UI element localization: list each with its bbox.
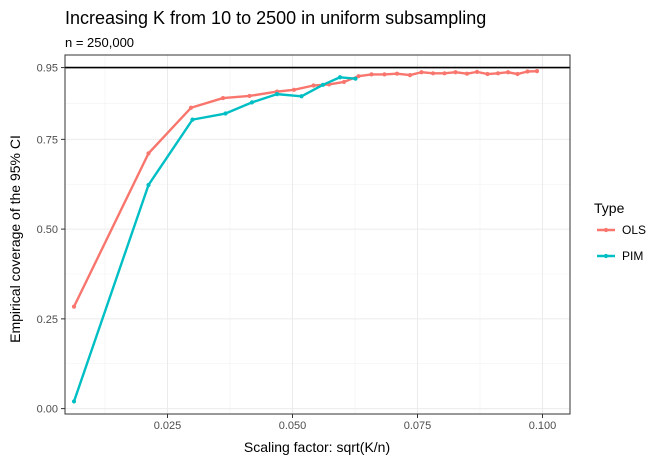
data-point-pim	[337, 75, 343, 80]
data-point-pim	[299, 94, 304, 99]
data-point-ols	[442, 71, 447, 76]
data-point-ols	[382, 72, 387, 77]
data-point-pim	[71, 399, 77, 404]
data-point-ols	[341, 79, 347, 85]
x-axis: 0.025 0.050 0.075 0.100	[154, 414, 557, 432]
data-point-pim	[249, 100, 255, 105]
data-point-pim	[190, 117, 195, 122]
data-point-pim	[274, 92, 280, 97]
data-point-ols	[291, 87, 297, 92]
series-layer	[71, 69, 540, 404]
data-point-ols	[495, 71, 501, 76]
chart-title: Increasing K from 10 to 2500 in uniform …	[65, 8, 486, 28]
legend-label-ols: OLS	[622, 223, 646, 237]
data-point-ols	[515, 71, 520, 77]
legend: Type OLS PIM	[594, 200, 646, 263]
legend-items: OLS PIM	[597, 223, 646, 263]
x-tick-label: 0.100	[529, 420, 557, 432]
y-tick-label: 0.25	[37, 314, 58, 326]
data-point-ols	[464, 71, 470, 76]
legend-item-ols: OLS	[597, 223, 646, 237]
panel-background	[65, 55, 570, 414]
data-point-ols	[146, 151, 151, 156]
data-point-ols	[525, 69, 530, 74]
legend-label-pim: PIM	[622, 249, 643, 263]
legend-item-pim: PIM	[597, 249, 643, 263]
data-point-ols	[71, 304, 77, 309]
legend-key-point-pim	[603, 253, 609, 259]
data-point-ols	[430, 71, 436, 76]
data-point-pim	[353, 76, 358, 81]
series-ols	[71, 69, 540, 309]
data-point-ols	[419, 70, 424, 75]
y-axis: 0.00 0.25 0.50 0.75 0.95	[37, 63, 65, 416]
plot-panel	[64, 54, 571, 415]
data-point-ols	[356, 74, 361, 79]
data-point-pim	[146, 182, 151, 188]
x-tick-label: 0.075	[404, 420, 432, 432]
data-point-ols	[188, 105, 194, 110]
data-point-ols	[394, 71, 400, 76]
data-point-ols	[311, 83, 316, 88]
data-point-ols	[453, 70, 458, 75]
legend-key-point-ols	[603, 227, 609, 233]
data-point-pim	[223, 111, 228, 116]
data-point-ols	[369, 72, 374, 77]
y-axis-title: Empirical coverage of the 95% CI	[7, 135, 23, 343]
y-tick-label: 0.95	[37, 63, 58, 75]
data-point-ols	[407, 73, 413, 78]
x-tick-label: 0.050	[279, 420, 307, 432]
y-tick-label: 0.50	[37, 224, 58, 236]
series-pim	[71, 75, 358, 404]
data-point-ols	[474, 69, 480, 74]
data-point-ols	[247, 93, 252, 99]
data-point-ols	[485, 71, 490, 77]
data-point-pim	[320, 82, 326, 87]
x-axis-title: Scaling factor: sqrt(K/n)	[244, 439, 390, 455]
data-point-ols	[505, 70, 511, 75]
series-line-pim	[72, 76, 356, 402]
legend-title: Type	[594, 200, 625, 216]
y-tick-label: 0.75	[37, 134, 58, 146]
x-tick-label: 0.025	[154, 420, 182, 432]
y-tick-label: 0.00	[37, 404, 58, 416]
data-point-ols	[220, 95, 226, 101]
chart-subtitle: n = 250,000	[65, 35, 134, 50]
data-point-ols	[534, 69, 540, 74]
panel-border	[64, 54, 571, 415]
